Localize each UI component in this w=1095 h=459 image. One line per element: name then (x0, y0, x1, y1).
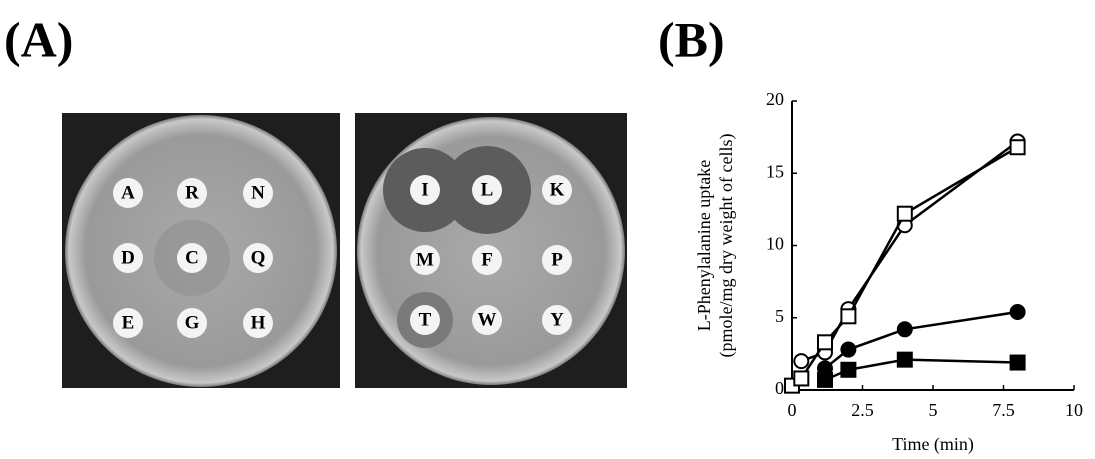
marker (1011, 356, 1025, 370)
marker (794, 354, 808, 368)
marker (898, 322, 912, 336)
y-tick-label: 0 (775, 378, 784, 398)
x-tick-label: 0 (788, 400, 797, 420)
y-tick-label: 5 (775, 306, 784, 326)
disc-letter: C (185, 247, 199, 268)
marker (818, 335, 832, 349)
marker (841, 343, 855, 357)
marker (1011, 140, 1025, 154)
disc-letter: P (551, 249, 563, 270)
marker (898, 207, 912, 221)
x-tick-label: 7.5 (992, 400, 1015, 420)
marker (818, 373, 832, 387)
y-tick-label: 20 (766, 89, 784, 109)
disc-letter: Q (251, 247, 266, 268)
panel-label: (A) (4, 11, 73, 67)
disc-letter: A (121, 182, 135, 203)
page: (A) (B) A R N D C Q E G H I L K M F P T W Y 0 5 10 15 20 0 2.5 5 7… (0, 0, 1095, 459)
x-axis-label: Time (min) (892, 434, 974, 455)
y-axis-label: (pmole/mg dry weight of cells) (716, 134, 737, 358)
disc-letter: N (251, 182, 265, 203)
disc-letter: D (121, 247, 135, 268)
disc-letter: H (251, 312, 266, 333)
figure: (A) (B) A R N D C Q E G H I L K M F P T W Y 0 5 10 15 20 0 2.5 5 7… (0, 0, 1095, 459)
panel-label: (B) (658, 11, 725, 67)
disc-letter: G (185, 312, 200, 333)
marker (1011, 305, 1025, 319)
marker (841, 363, 855, 377)
y-tick-label: 10 (766, 234, 784, 254)
disc-letter: R (185, 182, 199, 203)
y-axis-label: L-Phenylalanine uptake (694, 160, 714, 331)
disc-letter: L (481, 179, 494, 200)
x-tick-label: 10 (1065, 400, 1083, 420)
disc-letter: I (421, 179, 428, 200)
y-tick-label: 15 (766, 161, 784, 181)
disc-letter: E (122, 312, 135, 333)
disc-letter: T (419, 309, 432, 330)
marker (898, 353, 912, 367)
marker (841, 309, 855, 323)
marker (794, 371, 808, 385)
disc-letter: F (481, 249, 493, 270)
disc-letter: K (550, 179, 565, 200)
x-tick-label: 2.5 (851, 400, 874, 420)
disc-letter: Y (550, 309, 564, 330)
x-tick-label: 5 (929, 400, 938, 420)
disc-letter: M (416, 249, 434, 270)
disc-letter: W (478, 309, 497, 330)
